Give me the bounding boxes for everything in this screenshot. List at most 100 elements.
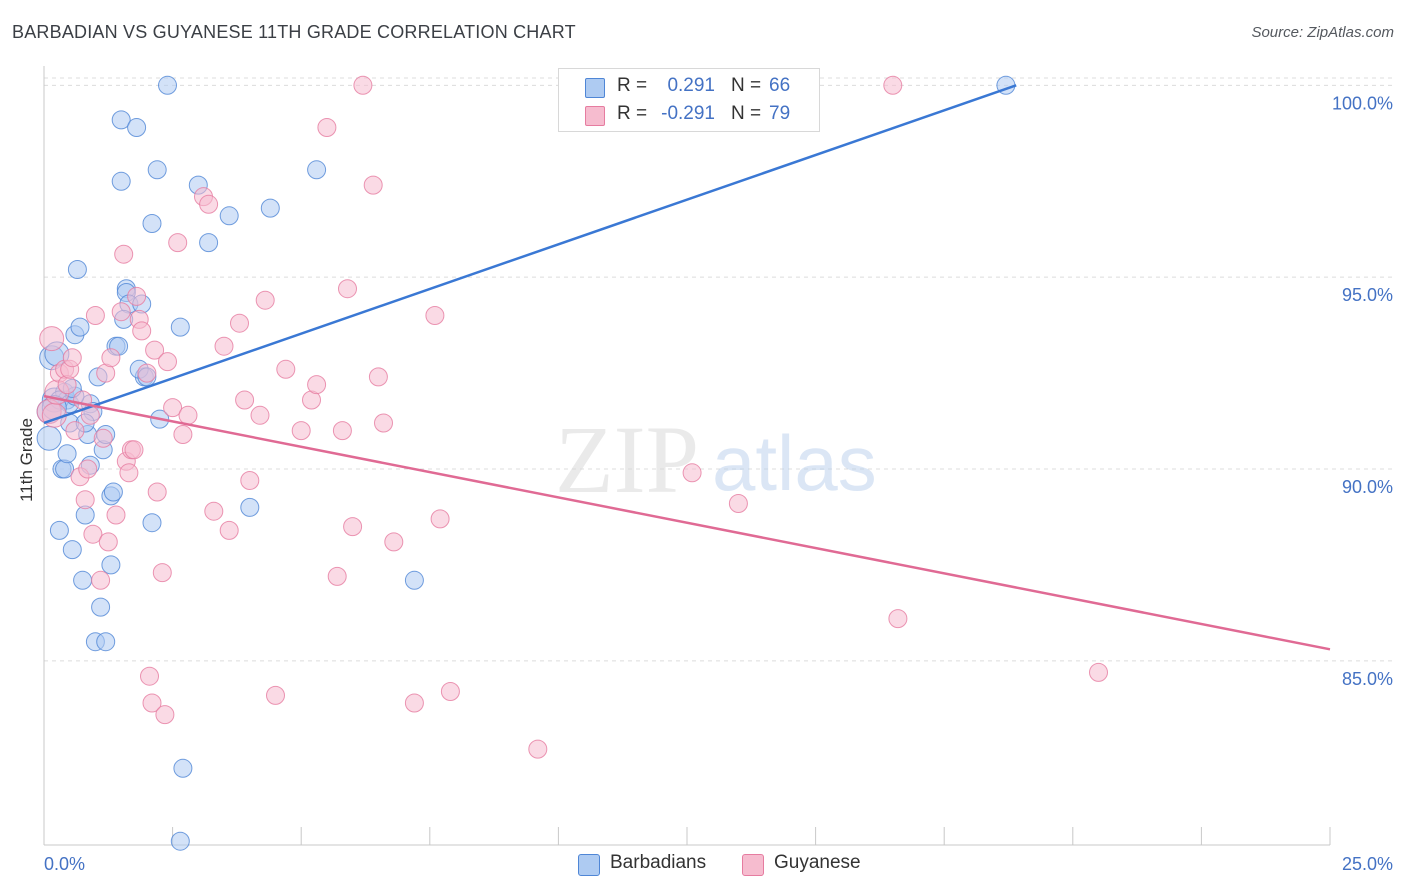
guyanese-point xyxy=(145,340,165,360)
barbadian-point xyxy=(147,160,167,180)
guyanese-point xyxy=(199,194,219,214)
legend-swatch-barbadians xyxy=(578,854,600,876)
guyanese-point xyxy=(327,566,347,586)
barbadian-point xyxy=(158,75,177,95)
barbadian-point xyxy=(91,597,111,617)
guyanese-point xyxy=(374,413,393,433)
guyanese-point xyxy=(307,375,327,395)
guyanese-point xyxy=(114,244,134,264)
guyanese-point xyxy=(204,501,224,521)
guyanese-point xyxy=(250,405,270,425)
legend-row-barbadians: R = 0.291 N = 66 xyxy=(559,73,819,101)
guyanese-trend-line xyxy=(43,394,1331,651)
legend-n-label: N = xyxy=(731,75,762,96)
guyanese-point xyxy=(230,313,249,333)
guyanese-point xyxy=(384,532,404,552)
barbadian-point xyxy=(404,570,424,590)
trend-lines xyxy=(43,84,1331,651)
barbadian-point xyxy=(111,171,131,191)
legend-n-value: 66 xyxy=(769,75,791,96)
guyanese-point xyxy=(1089,662,1108,682)
guyanese-point xyxy=(83,524,103,544)
watermark-zip: ZIP xyxy=(555,406,699,513)
barbadian-point xyxy=(111,110,131,130)
guyanese-point xyxy=(317,118,337,137)
x-tick-label-min: 0.0% xyxy=(44,854,85,874)
barbadian-point xyxy=(260,198,280,218)
guyanese-point xyxy=(178,405,198,425)
barbadian-point xyxy=(127,118,147,137)
legend-swatch-guyanese xyxy=(585,106,605,126)
guyanese-point xyxy=(240,471,260,490)
y-tick-label: 100.0% xyxy=(1332,93,1393,113)
guyanese-point xyxy=(214,336,234,356)
barbadian-point xyxy=(96,632,116,652)
barbadian-point xyxy=(70,317,90,337)
guyanese-point xyxy=(219,520,239,540)
guyanese-point xyxy=(353,75,373,95)
barbadian-trend-line xyxy=(43,84,1017,425)
legend-row-guyanese: R = -0.291 N = 79 xyxy=(559,101,819,129)
legend-n-value: 79 xyxy=(769,103,791,124)
legend-r-value: -0.291 xyxy=(661,103,715,124)
guyanese-point xyxy=(173,425,193,444)
guyanese-point xyxy=(140,666,159,686)
barbadian-point xyxy=(101,555,121,575)
x-axis-tick-labels: 0.0% 25.0% xyxy=(44,854,1393,874)
guyanese-point xyxy=(235,390,255,410)
guyanese-point xyxy=(124,440,144,460)
data-points xyxy=(36,75,1108,851)
y-axis-tick-labels: 85.0% 90.0% 95.0% 100.0% xyxy=(1332,93,1393,688)
guyanese-point xyxy=(142,693,162,713)
barbadian-point xyxy=(103,482,123,502)
guyanese-point xyxy=(363,175,383,195)
guyanese-point xyxy=(255,290,275,310)
guyanese-point xyxy=(119,463,139,483)
guyanese-point xyxy=(39,326,65,352)
guyanese-point xyxy=(127,286,147,306)
guyanese-point xyxy=(368,367,388,387)
guyanese-point xyxy=(111,302,131,322)
barbadian-point xyxy=(62,540,82,560)
barbadian-point xyxy=(170,831,190,851)
guyanese-point xyxy=(163,398,183,418)
guyanese-point xyxy=(85,306,105,325)
guyanese-point xyxy=(62,348,82,368)
barbadian-point xyxy=(170,317,190,337)
watermark-atlas: atlas xyxy=(712,419,877,507)
guyanese-point xyxy=(155,705,175,725)
barbadian-point xyxy=(240,497,260,517)
x-tick-label-max: 25.0% xyxy=(1342,854,1393,874)
barbadian-point xyxy=(173,758,193,778)
guyanese-point xyxy=(147,482,167,502)
guyanese-point xyxy=(65,421,85,441)
guyanese-point xyxy=(338,279,357,299)
y-tick-label: 85.0% xyxy=(1342,669,1393,689)
guyanese-point xyxy=(883,75,903,95)
guyanese-point xyxy=(291,421,311,441)
barbadian-point xyxy=(142,214,162,233)
guyanese-point xyxy=(158,352,177,372)
barbadian-point xyxy=(307,160,327,180)
guyanese-point xyxy=(75,490,95,510)
guyanese-point xyxy=(137,363,157,383)
y-axis-label: 11th Grade xyxy=(17,418,36,502)
guyanese-point xyxy=(425,306,445,325)
x-axis-ticks xyxy=(43,827,1331,845)
guyanese-point xyxy=(152,563,172,583)
guyanese-point xyxy=(343,517,363,537)
legend-swatch-guyanese xyxy=(742,854,764,876)
chart-title: BARBADIAN VS GUYANESE 11TH GRADE CORRELA… xyxy=(12,22,576,42)
y-tick-label: 90.0% xyxy=(1342,477,1393,497)
legend-swatch-barbadians xyxy=(585,78,605,98)
barbadian-point xyxy=(73,570,93,590)
barbadian-point xyxy=(36,425,62,451)
barbadian-point xyxy=(199,233,219,253)
guyanese-point xyxy=(101,348,121,368)
guyanese-point xyxy=(266,685,285,705)
legend-r-value: 0.291 xyxy=(667,75,715,96)
guyanese-point xyxy=(440,682,460,701)
guyanese-point xyxy=(682,463,702,483)
legend-label-guyanese: Guyanese xyxy=(774,852,861,873)
